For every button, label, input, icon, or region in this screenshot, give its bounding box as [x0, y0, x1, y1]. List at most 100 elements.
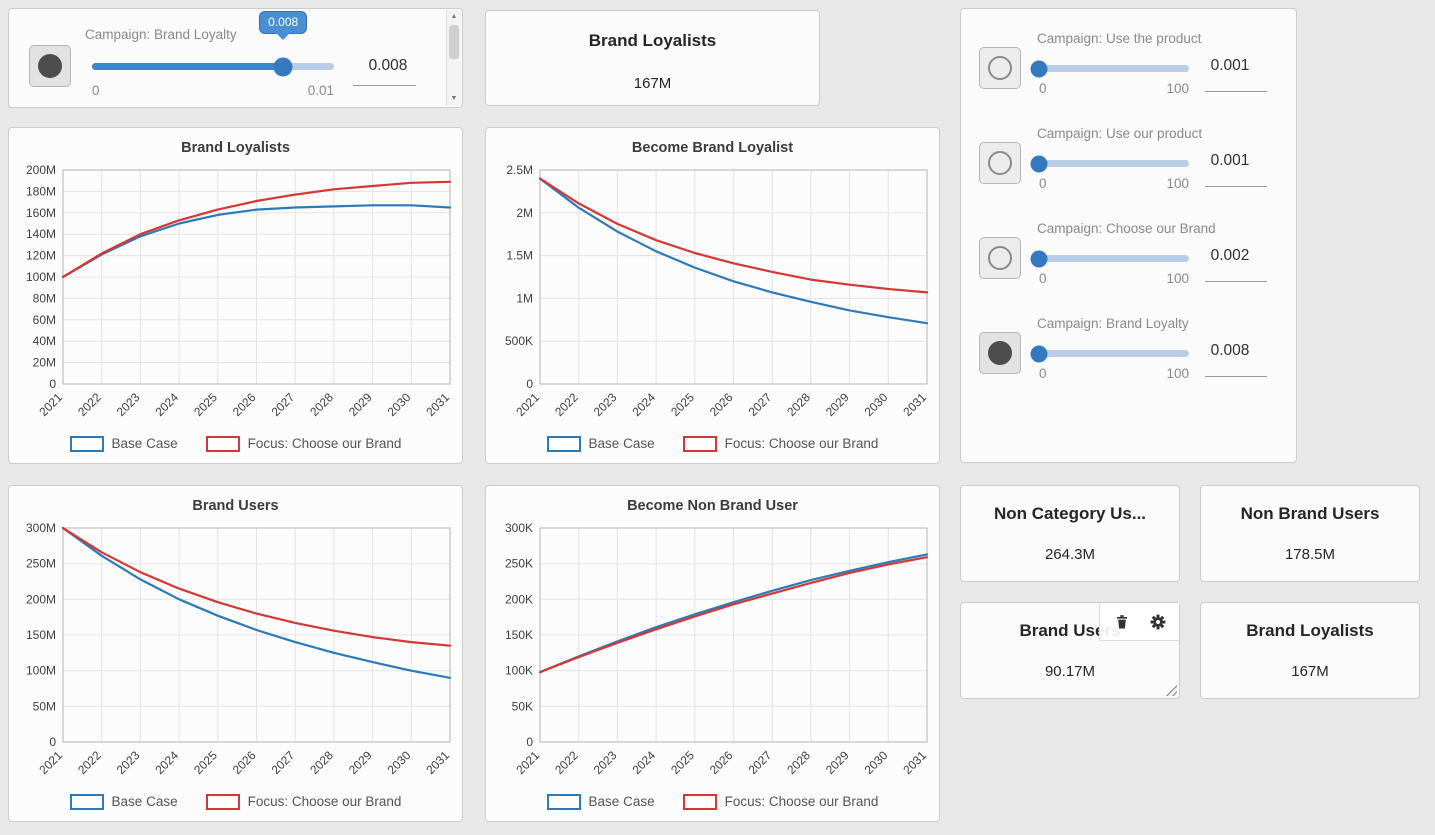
svg-text:250K: 250K [505, 557, 533, 571]
svg-text:2027: 2027 [269, 390, 298, 419]
svg-text:2028: 2028 [784, 390, 813, 419]
slider-min: 0 [1039, 271, 1047, 286]
radio-dot [988, 246, 1012, 270]
slider-track[interactable] [1030, 250, 1189, 267]
svg-text:300K: 300K [505, 521, 533, 535]
trash-icon[interactable] [1114, 614, 1130, 630]
svg-text:2024: 2024 [629, 390, 658, 419]
legend-item: Base Case [546, 435, 655, 452]
resize-handle[interactable] [1164, 683, 1177, 696]
svg-text:40M: 40M [33, 334, 56, 348]
scrollbar-thumb[interactable] [449, 25, 459, 59]
slider-max: 100 [1166, 81, 1189, 96]
svg-text:2027: 2027 [269, 748, 298, 777]
slider-range-labels: 0 100 [1039, 271, 1189, 286]
slider-max: 0.01 [307, 83, 334, 98]
chart-plot: 0 500K 1M 1.5M 2M 2.5M 2021 2022 2023 2024 2025 202… [505, 163, 929, 419]
slider-label: Campaign: Brand Loyalty [1037, 316, 1189, 331]
svg-text:300M: 300M [26, 521, 56, 535]
slider-value: 0.001 [1210, 57, 1250, 74]
value-underline [1205, 281, 1267, 282]
legend-item: Focus: Choose our Brand [205, 793, 402, 810]
scrollbar[interactable]: ▲ ▼ [446, 10, 461, 106]
legend-label: Base Case [111, 436, 178, 451]
slider-value: 0.008 [368, 57, 408, 74]
svg-text:2028: 2028 [307, 748, 336, 777]
svg-text:100M: 100M [26, 664, 56, 678]
slider-thumb[interactable] [1030, 250, 1048, 267]
svg-text:500K: 500K [505, 334, 533, 348]
scroll-down-icon[interactable]: ▼ [450, 95, 458, 102]
scroll-up-icon[interactable]: ▲ [450, 13, 458, 20]
gear-icon[interactable] [1150, 614, 1166, 630]
radio-button[interactable] [979, 47, 1021, 89]
value-panel-non-category-users: Non Category Us... 264.3M [960, 485, 1180, 582]
legend-label: Focus: Choose our Brand [247, 436, 402, 451]
svg-text:200M: 200M [26, 163, 56, 177]
slider-range-labels: 0 0.01 [92, 83, 334, 98]
legend-label: Base Case [588, 794, 655, 809]
chart-plot: 0 50M 100M 150M 200M 250M 300M 2021 2022 2023 2024… [26, 521, 452, 777]
slider-row-use-our-product: Campaign: Use our product 0 100 0.001 [979, 126, 1281, 218]
svg-text:20M: 20M [33, 356, 56, 370]
svg-text:180M: 180M [26, 184, 56, 198]
svg-text:250M: 250M [26, 557, 56, 571]
svg-text:2026: 2026 [230, 390, 259, 419]
svg-text:2021: 2021 [36, 390, 65, 419]
legend-item: Base Case [69, 793, 178, 810]
svg-text:2030: 2030 [385, 748, 414, 777]
svg-text:2030: 2030 [385, 390, 414, 419]
slider-track[interactable] [1030, 60, 1189, 77]
radio-dot [988, 341, 1012, 365]
chart-title: Brand Users [192, 498, 279, 514]
slider-track-fill [92, 63, 284, 70]
svg-text:2031: 2031 [900, 748, 929, 777]
svg-text:2029: 2029 [823, 748, 852, 777]
svg-text:2024: 2024 [629, 748, 658, 777]
slider-track[interactable] [1030, 155, 1189, 172]
value-underline [353, 85, 416, 86]
svg-text:200M: 200M [26, 592, 56, 606]
svg-text:150K: 150K [505, 628, 533, 642]
chart-legend: Base Case Focus: Choose our Brand [9, 784, 462, 819]
chart-panel-become-brand-loyalist: Become Brand Loyalist 0 500K 1M 1.5M 2M 2.5M 2… [485, 127, 940, 464]
chart-title: Become Non Brand User [627, 498, 798, 514]
svg-text:1.5M: 1.5M [506, 249, 533, 263]
radio-button[interactable] [979, 142, 1021, 184]
slider-row-choose-our-brand: Campaign: Choose our Brand 0 100 0.002 [979, 221, 1281, 313]
slider-label: Campaign: Use our product [1037, 126, 1203, 141]
legend-label: Focus: Choose our Brand [724, 794, 879, 809]
value-panel-brand-loyalists: Brand Loyalists 167M [1200, 602, 1420, 699]
legend-swatch-focus [205, 793, 240, 810]
slider-thumb[interactable] [1030, 155, 1048, 172]
value-panel-non-brand-users: Non Brand Users 178.5M [1200, 485, 1420, 582]
panel-title: Brand Loyalists [588, 31, 717, 50]
slider-max: 100 [1166, 366, 1189, 381]
legend-swatch-base-case [546, 793, 581, 810]
svg-text:2022: 2022 [75, 390, 104, 419]
value-panel-brand-loyalists-top: Brand Loyalists 167M [485, 10, 820, 106]
slider-thumb[interactable] [1030, 60, 1048, 77]
radio-button[interactable] [29, 45, 71, 87]
slider-thumb[interactable] [273, 57, 293, 76]
svg-text:2022: 2022 [552, 390, 581, 419]
svg-text:2026: 2026 [707, 748, 736, 777]
svg-text:80M: 80M [33, 291, 56, 305]
slider-row-use-the-product: Campaign: Use the product 0 100 0.001 [979, 31, 1281, 123]
svg-text:2023: 2023 [114, 390, 143, 419]
radio-button[interactable] [979, 237, 1021, 279]
slider-track[interactable] [1030, 345, 1189, 362]
slider-thumb[interactable] [1030, 345, 1048, 362]
value-underline [1205, 91, 1267, 92]
radio-button[interactable] [979, 332, 1021, 374]
legend-swatch-focus [205, 435, 240, 452]
slider-track[interactable] [92, 57, 334, 76]
svg-text:2025: 2025 [191, 748, 220, 777]
svg-text:2024: 2024 [152, 748, 181, 777]
value-underline [1205, 376, 1267, 377]
svg-text:2022: 2022 [75, 748, 104, 777]
svg-text:0: 0 [526, 735, 533, 749]
legend-label: Focus: Choose our Brand [247, 794, 402, 809]
svg-text:2021: 2021 [513, 390, 542, 419]
legend-item: Focus: Choose our Brand [682, 435, 878, 452]
